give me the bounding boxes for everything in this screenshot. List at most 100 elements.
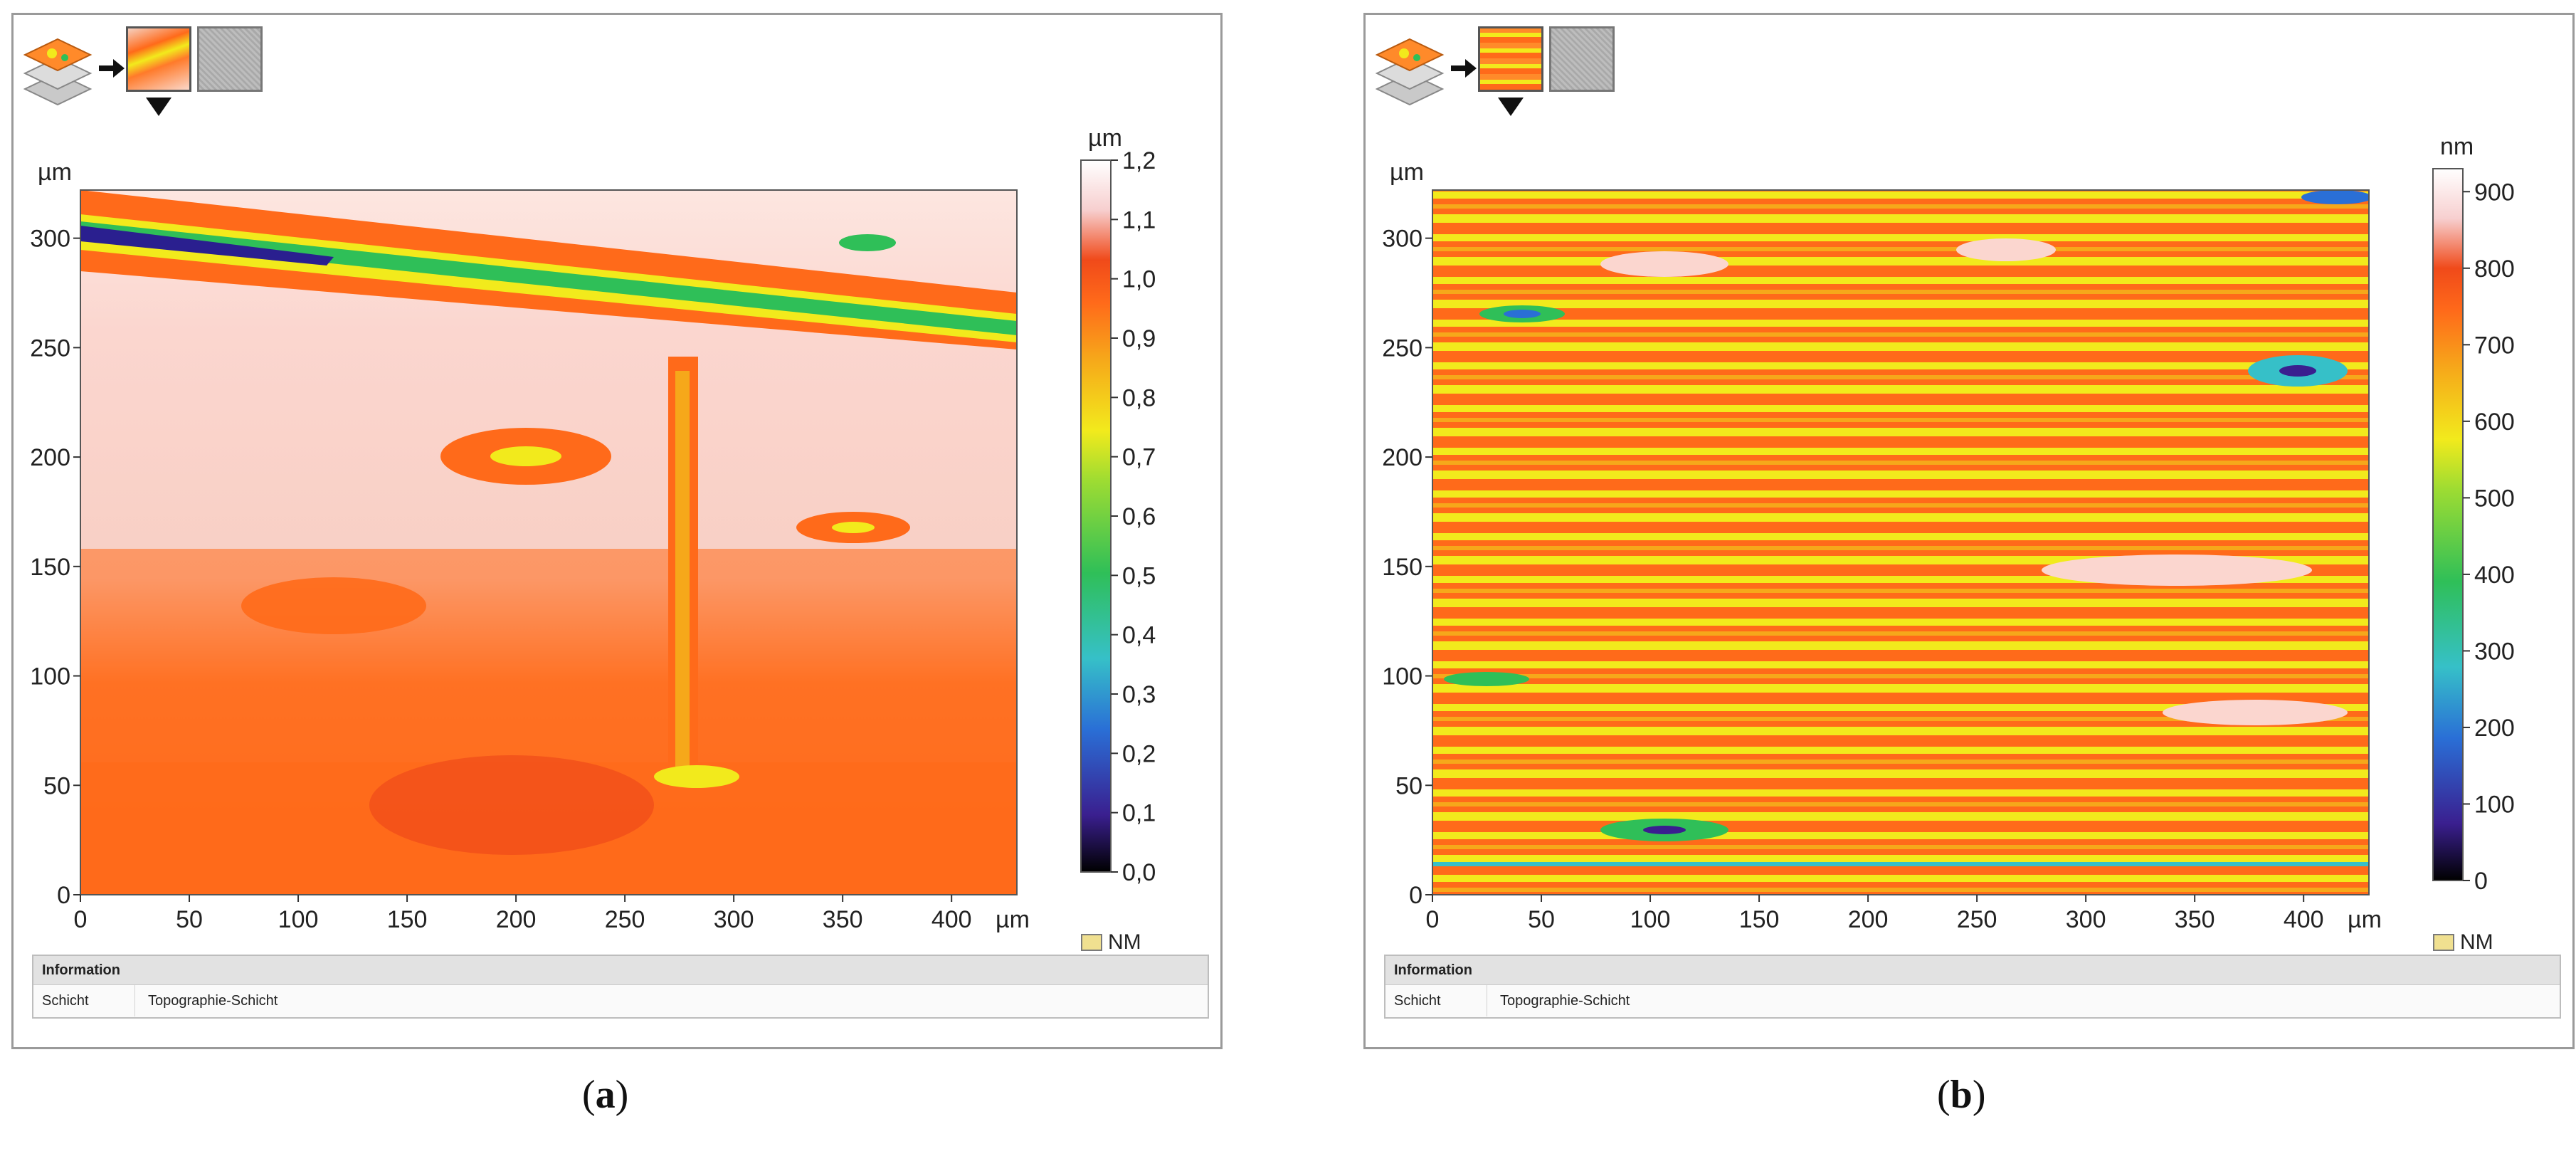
dropdown-caret-icon[interactable] — [1498, 98, 1524, 116]
x-tick-label: 150 — [1739, 906, 1780, 933]
layers-icon[interactable] — [1374, 29, 1445, 107]
colorbar-tick-label: 0,1 — [1122, 800, 1156, 827]
grayscale-thumbnail[interactable] — [197, 26, 263, 92]
x-tick-label: 400 — [2284, 906, 2324, 933]
y-tick-label: 200 — [1382, 444, 1422, 471]
information-header: Information — [33, 956, 1208, 985]
colorbar — [2432, 168, 2464, 881]
x-axis-unit: µm — [2348, 906, 2382, 933]
x-tick-label: 200 — [496, 906, 537, 933]
info-key: Schicht — [33, 985, 135, 1016]
x-tick-label: 350 — [2175, 906, 2215, 933]
colorbar-tick-label: 0,9 — [1122, 325, 1156, 352]
information-table: Information Schicht Topographie-Schicht — [32, 955, 1209, 1019]
y-axis-unit: µm — [1390, 159, 1424, 186]
topography-thumbnail[interactable] — [126, 26, 191, 92]
nm-swatch — [1081, 934, 1102, 951]
dropdown-caret-icon[interactable] — [146, 98, 171, 116]
y-tick-label: 50 — [1395, 772, 1422, 799]
x-tick-label: 400 — [931, 906, 972, 933]
x-tick-label: 50 — [176, 906, 203, 933]
y-tick-label: 200 — [30, 444, 70, 471]
x-tick-label: 300 — [2066, 906, 2106, 933]
y-tick-label: 0 — [57, 882, 70, 909]
colorbar-tick-label: 1,0 — [1122, 266, 1156, 293]
y-tick-label: 0 — [1409, 882, 1422, 909]
x-tick-label: 350 — [823, 906, 863, 933]
grayscale-thumbnail[interactable] — [1549, 26, 1615, 92]
y-tick-label: 300 — [1382, 226, 1422, 253]
information-row: Schicht Topographie-Schicht — [33, 985, 1208, 1016]
heatmap-image — [80, 190, 1017, 895]
arrow-right-icon — [1451, 59, 1477, 78]
colorbar-tick-label: 200 — [2474, 715, 2515, 742]
topography-thumbnail[interactable] — [1478, 26, 1543, 92]
x-tick-label: 50 — [1528, 906, 1555, 933]
colorbar-tick-label: 0,0 — [1122, 859, 1156, 886]
y-tick-label: 50 — [43, 772, 70, 799]
y-tick-label: 250 — [1382, 335, 1422, 362]
caption-b: (b) — [1937, 1073, 1986, 1117]
y-tick-label: 150 — [1382, 554, 1422, 581]
x-tick-label: 250 — [1957, 906, 1997, 933]
x-axis-unit: µm — [996, 906, 1030, 933]
y-tick-label: 100 — [1382, 663, 1422, 690]
nm-legend: NM — [1081, 930, 1141, 955]
x-tick-label: 250 — [605, 906, 645, 933]
info-value: Topographie-Schicht — [1500, 992, 1630, 1009]
nm-swatch — [2433, 934, 2454, 951]
axis-ticks: 0 50 100 150 200 250 300 350 400 µm 0 50 100 150 200 25… — [1382, 159, 2382, 933]
heatmap-image — [1432, 190, 2369, 895]
y-tick-label: 100 — [30, 663, 70, 690]
information-header: Information — [1385, 956, 2560, 985]
information-row: Schicht Topographie-Schicht — [1385, 985, 2560, 1016]
colorbar-tick-label: 0,8 — [1122, 384, 1156, 411]
y-tick-label: 300 — [30, 226, 70, 253]
colorbar-tick-label: 0,3 — [1122, 681, 1156, 708]
colorbar-tick-label: 0,5 — [1122, 562, 1156, 589]
colorbar-tick-label: 500 — [2474, 485, 2515, 512]
colorbar-tick-label: 0 — [2474, 868, 2488, 895]
axis-ticks: 0 50 100 150 200 250 300 350 400 µm 0 50 100 150 200 25… — [30, 159, 1030, 933]
x-tick-label: 0 — [1426, 906, 1440, 933]
topography-panel-b: 0 50 100 150 200 250 300 350 400 µm 0 50 100 150 200 25… — [1363, 13, 2575, 1049]
info-key: Schicht — [1385, 985, 1487, 1016]
information-table: Information Schicht Topographie-Schicht — [1384, 955, 2561, 1019]
y-tick-label: 250 — [30, 335, 70, 362]
colorbar-ticks: 0,0 0,1 0,2 0,3 0,4 0,5 0,6 0,7 0,8 0,9 1,0 1,1 1,2µ… — [1088, 125, 1156, 886]
x-tick-label: 200 — [1848, 906, 1889, 933]
colorbar-tick-label: 1,1 — [1122, 206, 1156, 233]
info-value: Topographie-Schicht — [148, 992, 278, 1009]
colorbar-tick-label: 0,2 — [1122, 740, 1156, 767]
colorbar-tick-label: 800 — [2474, 256, 2515, 283]
x-tick-label: 0 — [74, 906, 88, 933]
nm-legend: NM — [2433, 930, 2493, 955]
nm-label: NM — [2460, 930, 2493, 954]
topography-panel-a: 0 50 100 150 200 250 300 350 400 µm 0 50 100 150 200 25… — [11, 13, 1223, 1049]
colorbar-tick-label: 100 — [2474, 791, 2515, 818]
colorbar-unit: µm — [1088, 125, 1122, 152]
colorbar-tick-label: 700 — [2474, 332, 2515, 359]
colorbar-tick-label: 0,7 — [1122, 444, 1156, 471]
colorbar-tick-label: 900 — [2474, 179, 2515, 206]
colorbar-tick-label: 1,2 — [1122, 147, 1156, 174]
colorbar-tick-label: 0,4 — [1122, 622, 1156, 649]
topography-plot: 0 50 100 150 200 250 300 350 400 µm 0 50 100 150 200 25… — [30, 125, 1156, 933]
colorbar-tick-label: 600 — [2474, 409, 2515, 436]
x-tick-label: 150 — [387, 906, 428, 933]
nm-label: NM — [1108, 930, 1141, 954]
colorbar-tick-label: 0,6 — [1122, 503, 1156, 530]
y-axis-unit: µm — [38, 159, 72, 186]
x-tick-label: 100 — [1630, 906, 1671, 933]
y-tick-label: 150 — [30, 554, 70, 581]
x-tick-label: 300 — [714, 906, 754, 933]
colorbar-unit: nm — [2440, 133, 2474, 160]
colorbar-tick-label: 400 — [2474, 562, 2515, 589]
colorbar-tick-label: 300 — [2474, 638, 2515, 665]
layers-icon[interactable] — [22, 29, 93, 107]
x-tick-label: 100 — [278, 906, 319, 933]
colorbar — [1080, 159, 1112, 873]
topography-plot: 0 50 100 150 200 250 300 350 400 µm 0 50 100 150 200 25… — [1382, 133, 2515, 933]
arrow-right-icon — [99, 59, 125, 78]
